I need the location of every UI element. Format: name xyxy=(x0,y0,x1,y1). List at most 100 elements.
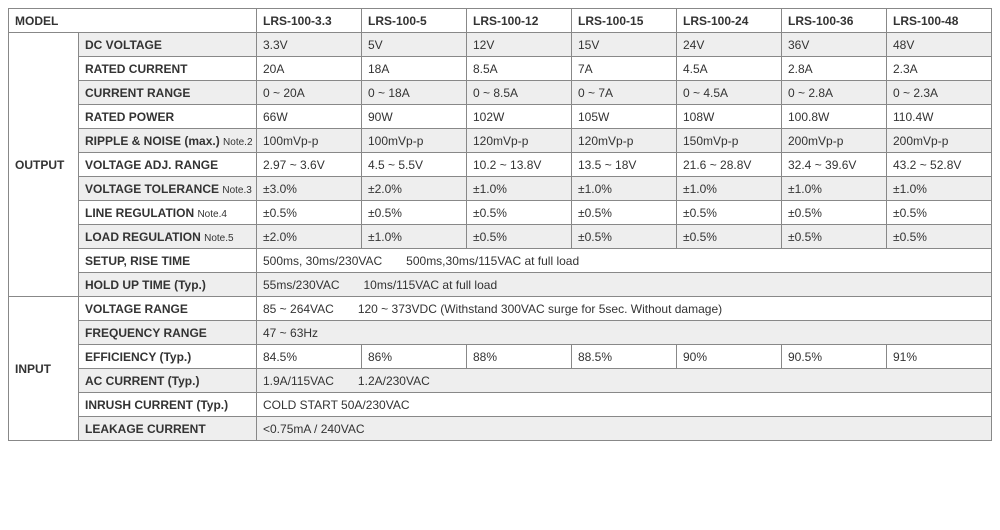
param-load-reg: LOAD REGULATION Note.5 xyxy=(79,225,257,249)
cell: 12V xyxy=(467,33,572,57)
row-rated-current: RATED CURRENT 20A 18A 8.5A 7A 4.5A 2.8A … xyxy=(9,57,992,81)
cell: ±1.0% xyxy=(362,225,467,249)
cell: 43.2 ~ 52.8V xyxy=(887,153,992,177)
cell: 21.6 ~ 28.8V xyxy=(677,153,782,177)
row-hold-up: HOLD UP TIME (Typ.) 55ms/230VAC 10ms/115… xyxy=(9,273,992,297)
cell: 200mVp-p xyxy=(887,129,992,153)
param-label: LOAD REGULATION xyxy=(85,230,201,244)
cell: 4.5 ~ 5.5V xyxy=(362,153,467,177)
row-rated-power: RATED POWER 66W 90W 102W 105W 108W 100.8… xyxy=(9,105,992,129)
cell: 4.5A xyxy=(677,57,782,81)
cell-span: 55ms/230VAC 10ms/115VAC at full load xyxy=(257,273,992,297)
cell: 24V xyxy=(677,33,782,57)
row-voltage-adj: VOLTAGE ADJ. RANGE 2.97 ~ 3.6V 4.5 ~ 5.5… xyxy=(9,153,992,177)
cell: ±0.5% xyxy=(782,225,887,249)
row-ac-current: AC CURRENT (Typ.) 1.9A/115VAC 1.2A/230VA… xyxy=(9,369,992,393)
row-voltage-tol: VOLTAGE TOLERANCE Note.3 ±3.0% ±2.0% ±1.… xyxy=(9,177,992,201)
cell: 84.5% xyxy=(257,345,362,369)
cell: 108W xyxy=(677,105,782,129)
cell: 18A xyxy=(362,57,467,81)
row-leakage-current: LEAKAGE CURRENT <0.75mA / 240VAC xyxy=(9,417,992,441)
model-col-1: LRS-100-5 xyxy=(362,9,467,33)
cell: 120mVp-p xyxy=(467,129,572,153)
cell: ±1.0% xyxy=(782,177,887,201)
cell-span: <0.75mA / 240VAC xyxy=(257,417,992,441)
cell: 86% xyxy=(362,345,467,369)
cell: ±1.0% xyxy=(887,177,992,201)
cell: 0 ~ 2.3A xyxy=(887,81,992,105)
cell: 0 ~ 20A xyxy=(257,81,362,105)
param-dc-voltage: DC VOLTAGE xyxy=(79,33,257,57)
cell: 66W xyxy=(257,105,362,129)
cell: 0 ~ 8.5A xyxy=(467,81,572,105)
cell: 90% xyxy=(677,345,782,369)
cell-span: COLD START 50A/230VAC xyxy=(257,393,992,417)
param-rated-power: RATED POWER xyxy=(79,105,257,129)
cell: ±0.5% xyxy=(677,201,782,225)
cell: 8.5A xyxy=(467,57,572,81)
param-voltage-adj: VOLTAGE ADJ. RANGE xyxy=(79,153,257,177)
param-efficiency: EFFICIENCY (Typ.) xyxy=(79,345,257,369)
cell: 91% xyxy=(887,345,992,369)
cell: 150mVp-p xyxy=(677,129,782,153)
row-setup-rise: SETUP, RISE TIME 500ms, 30ms/230VAC 500m… xyxy=(9,249,992,273)
cell: ±2.0% xyxy=(257,225,362,249)
cell: 48V xyxy=(887,33,992,57)
param-current-range: CURRENT RANGE xyxy=(79,81,257,105)
cell: ±0.5% xyxy=(677,225,782,249)
cell: 0 ~ 2.8A xyxy=(782,81,887,105)
param-note: Note.5 xyxy=(204,233,233,244)
cell: 36V xyxy=(782,33,887,57)
model-col-4: LRS-100-24 xyxy=(677,9,782,33)
cell: ±0.5% xyxy=(257,201,362,225)
output-section-label: OUTPUT xyxy=(9,33,79,297)
cell: 10.2 ~ 13.8V xyxy=(467,153,572,177)
cell: ±0.5% xyxy=(782,201,887,225)
model-col-2: LRS-100-12 xyxy=(467,9,572,33)
param-hold-up: HOLD UP TIME (Typ.) xyxy=(79,273,257,297)
cell: ±1.0% xyxy=(467,177,572,201)
cell: 32.4 ~ 39.6V xyxy=(782,153,887,177)
row-frequency-range: FREQUENCY RANGE 47 ~ 63Hz xyxy=(9,321,992,345)
param-frequency-range: FREQUENCY RANGE xyxy=(79,321,257,345)
cell: 0 ~ 7A xyxy=(572,81,677,105)
cell: ±1.0% xyxy=(572,177,677,201)
row-line-reg: LINE REGULATION Note.4 ±0.5% ±0.5% ±0.5%… xyxy=(9,201,992,225)
param-inrush-current: INRUSH CURRENT (Typ.) xyxy=(79,393,257,417)
cell: 100.8W xyxy=(782,105,887,129)
model-col-3: LRS-100-15 xyxy=(572,9,677,33)
param-leakage-current: LEAKAGE CURRENT xyxy=(79,417,257,441)
param-label: VOLTAGE TOLERANCE xyxy=(85,182,219,196)
cell: 2.8A xyxy=(782,57,887,81)
cell-span: 85 ~ 264VAC 120 ~ 373VDC (Withstand 300V… xyxy=(257,297,992,321)
cell: 88% xyxy=(467,345,572,369)
cell: 7A xyxy=(572,57,677,81)
model-col-5: LRS-100-36 xyxy=(782,9,887,33)
cell: 3.3V xyxy=(257,33,362,57)
cell: 2.3A xyxy=(887,57,992,81)
cell: 200mVp-p xyxy=(782,129,887,153)
cell: ±0.5% xyxy=(362,201,467,225)
cell: ±0.5% xyxy=(572,201,677,225)
model-col-0: LRS-100-3.3 xyxy=(257,9,362,33)
cell: ±2.0% xyxy=(362,177,467,201)
param-label: RIPPLE & NOISE (max.) xyxy=(85,134,220,148)
row-efficiency: EFFICIENCY (Typ.) 84.5% 86% 88% 88.5% 90… xyxy=(9,345,992,369)
param-note: Note.3 xyxy=(222,185,251,196)
cell: 120mVp-p xyxy=(572,129,677,153)
model-label: MODEL xyxy=(9,9,257,33)
row-ripple-noise: RIPPLE & NOISE (max.) Note.2 100mVp-p 10… xyxy=(9,129,992,153)
param-note: Note.2 xyxy=(223,137,252,148)
cell: ±0.5% xyxy=(467,225,572,249)
row-load-reg: LOAD REGULATION Note.5 ±2.0% ±1.0% ±0.5%… xyxy=(9,225,992,249)
param-note: Note.4 xyxy=(197,209,226,220)
header-row: MODEL LRS-100-3.3 LRS-100-5 LRS-100-12 L… xyxy=(9,9,992,33)
param-setup-rise: SETUP, RISE TIME xyxy=(79,249,257,273)
row-inrush-current: INRUSH CURRENT (Typ.) COLD START 50A/230… xyxy=(9,393,992,417)
cell: 100mVp-p xyxy=(257,129,362,153)
param-voltage-tol: VOLTAGE TOLERANCE Note.3 xyxy=(79,177,257,201)
param-voltage-range: VOLTAGE RANGE xyxy=(79,297,257,321)
cell: 105W xyxy=(572,105,677,129)
cell: 2.97 ~ 3.6V xyxy=(257,153,362,177)
param-ac-current: AC CURRENT (Typ.) xyxy=(79,369,257,393)
